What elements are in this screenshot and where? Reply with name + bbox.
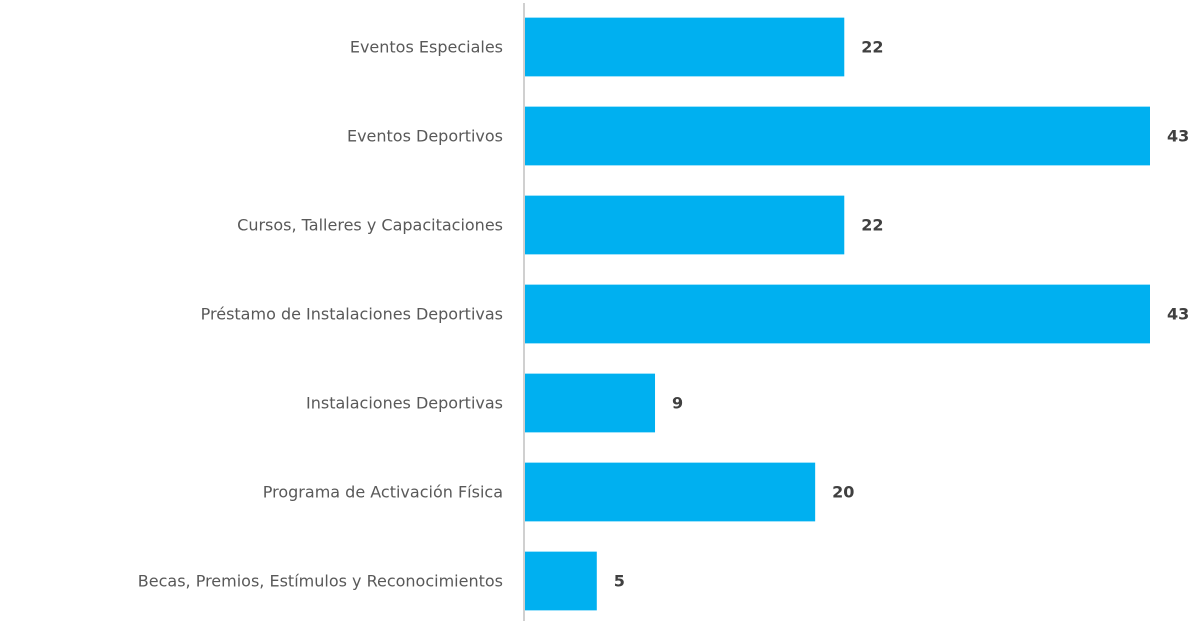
y-tick-label: Instalaciones Deportivas (306, 394, 503, 413)
value-label: 20 (832, 483, 854, 502)
bar (524, 551, 597, 611)
value-label: 43 (1167, 305, 1189, 324)
bar (524, 106, 1150, 166)
y-tick-label: Cursos, Talleres y Capacitaciones (237, 216, 503, 235)
bar (524, 462, 816, 522)
y-tick-label: Programa de Activación Física (263, 483, 503, 502)
y-tick-label: Eventos Deportivos (347, 127, 503, 146)
value-label: 9 (672, 394, 683, 413)
y-tick-label: Becas, Premios, Estímulos y Reconocimien… (138, 572, 503, 591)
value-label: 43 (1167, 127, 1189, 146)
bar (524, 17, 845, 77)
y-tick-label: Eventos Especiales (350, 38, 503, 57)
y-tick-label: Préstamo de Instalaciones Deportivas (201, 305, 503, 324)
value-label: 5 (614, 572, 625, 591)
bar (524, 373, 656, 433)
bar (524, 284, 1150, 344)
value-label: 22 (861, 38, 883, 57)
value-label: 22 (861, 216, 883, 235)
bar (524, 195, 845, 255)
